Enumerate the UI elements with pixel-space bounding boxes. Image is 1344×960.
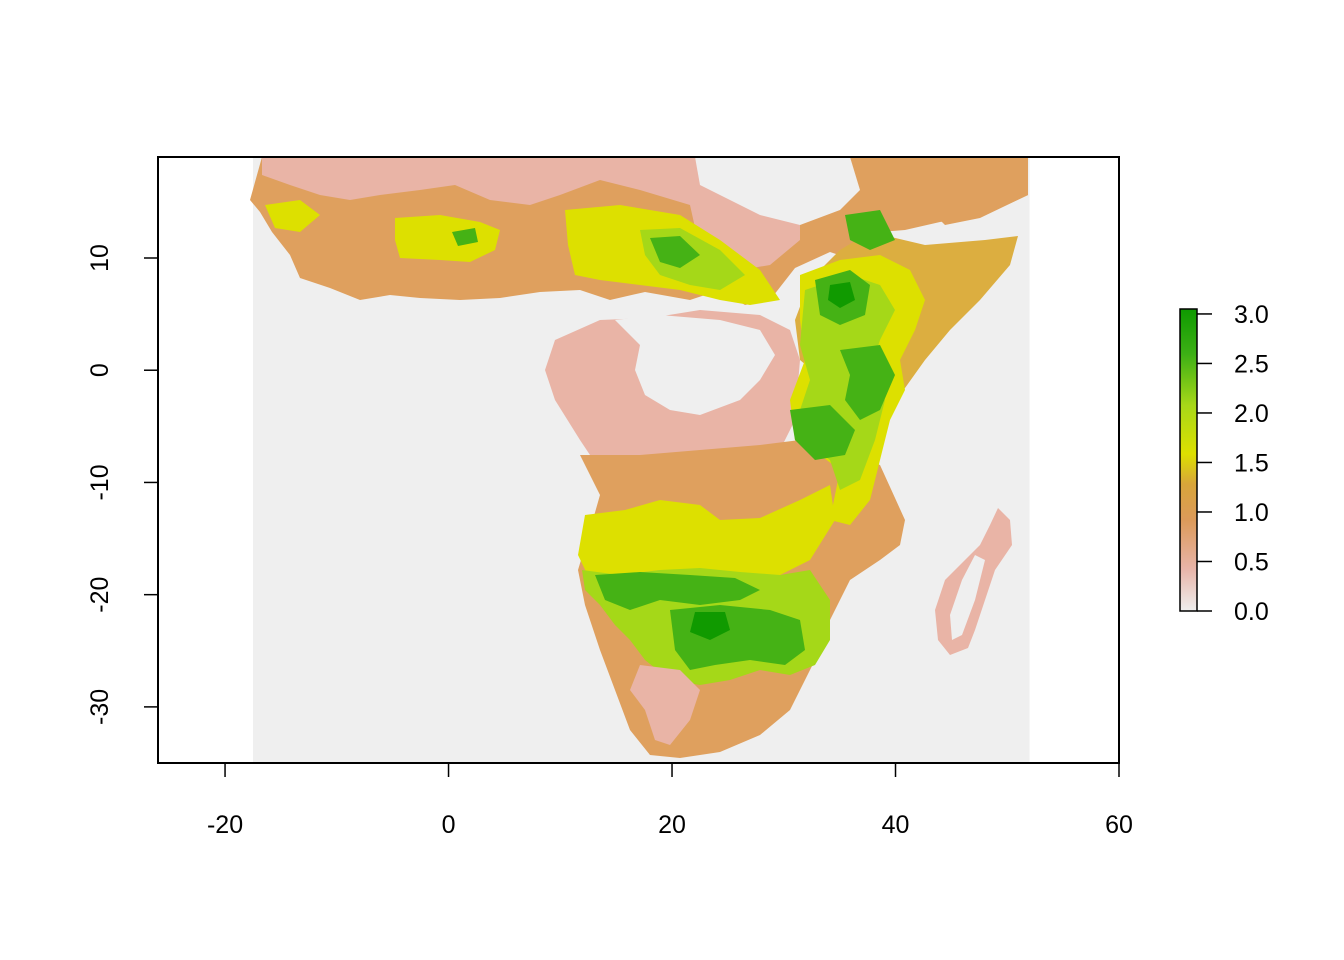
legend-tick-label: 2.0 — [1234, 400, 1269, 428]
x-axis: -20 0 20 40 60 — [207, 762, 1133, 839]
region-kalahari — [630, 665, 700, 745]
x-tick-label: 40 — [882, 811, 910, 839]
region-madagascar-interior — [950, 555, 985, 640]
y-tick-label: -10 — [86, 464, 114, 500]
y-tick-label: 0 — [86, 363, 114, 377]
y-axis: 10 0 -10 -20 -30 — [86, 244, 159, 725]
y-tick-label: -20 — [86, 577, 114, 613]
region-west-yellow — [395, 215, 500, 262]
legend-tick-label: 0.0 — [1234, 598, 1269, 626]
legend-gradient-bar — [1179, 308, 1198, 612]
y-tick-label: 10 — [86, 244, 114, 272]
y-tick-label: -30 — [86, 689, 114, 725]
x-tick-label: 60 — [1105, 811, 1133, 839]
region-no-data-sahara — [695, 157, 860, 225]
region-ethiopia-peak — [828, 282, 855, 308]
raster-layer — [250, 157, 1030, 763]
legend-tick-label: 1.5 — [1234, 449, 1269, 477]
legend-ticks: 0.0 0.5 1.0 1.5 2.0 2.5 3.0 — [1197, 301, 1269, 626]
x-tick-label: 20 — [658, 811, 686, 839]
legend-colorbar: 0.0 0.5 1.0 1.5 2.0 2.5 3.0 — [1179, 301, 1269, 626]
region-ethiopia-north-green — [845, 210, 895, 250]
x-tick-label: 0 — [442, 811, 456, 839]
region-no-data-congo — [615, 315, 775, 415]
region-southern-peak — [690, 612, 730, 640]
region-west-dark — [452, 228, 478, 246]
legend-tick-label: 0.5 — [1234, 548, 1269, 576]
region-senegal-yellow — [265, 200, 320, 232]
region-arabia — [920, 157, 1028, 225]
region-southern-darkgreen — [595, 572, 760, 610]
x-tick-label: -20 — [207, 811, 243, 839]
region-chad-dark — [650, 236, 700, 268]
region-angola-zambia — [578, 485, 835, 580]
legend-tick-label: 1.0 — [1234, 499, 1269, 527]
region-kenya-dark — [840, 345, 895, 420]
legend-tick-label: 3.0 — [1234, 301, 1269, 329]
region-tanzania-dark — [790, 405, 855, 460]
region-desert-fringe — [262, 157, 800, 270]
legend-tick-label: 2.5 — [1234, 350, 1269, 378]
